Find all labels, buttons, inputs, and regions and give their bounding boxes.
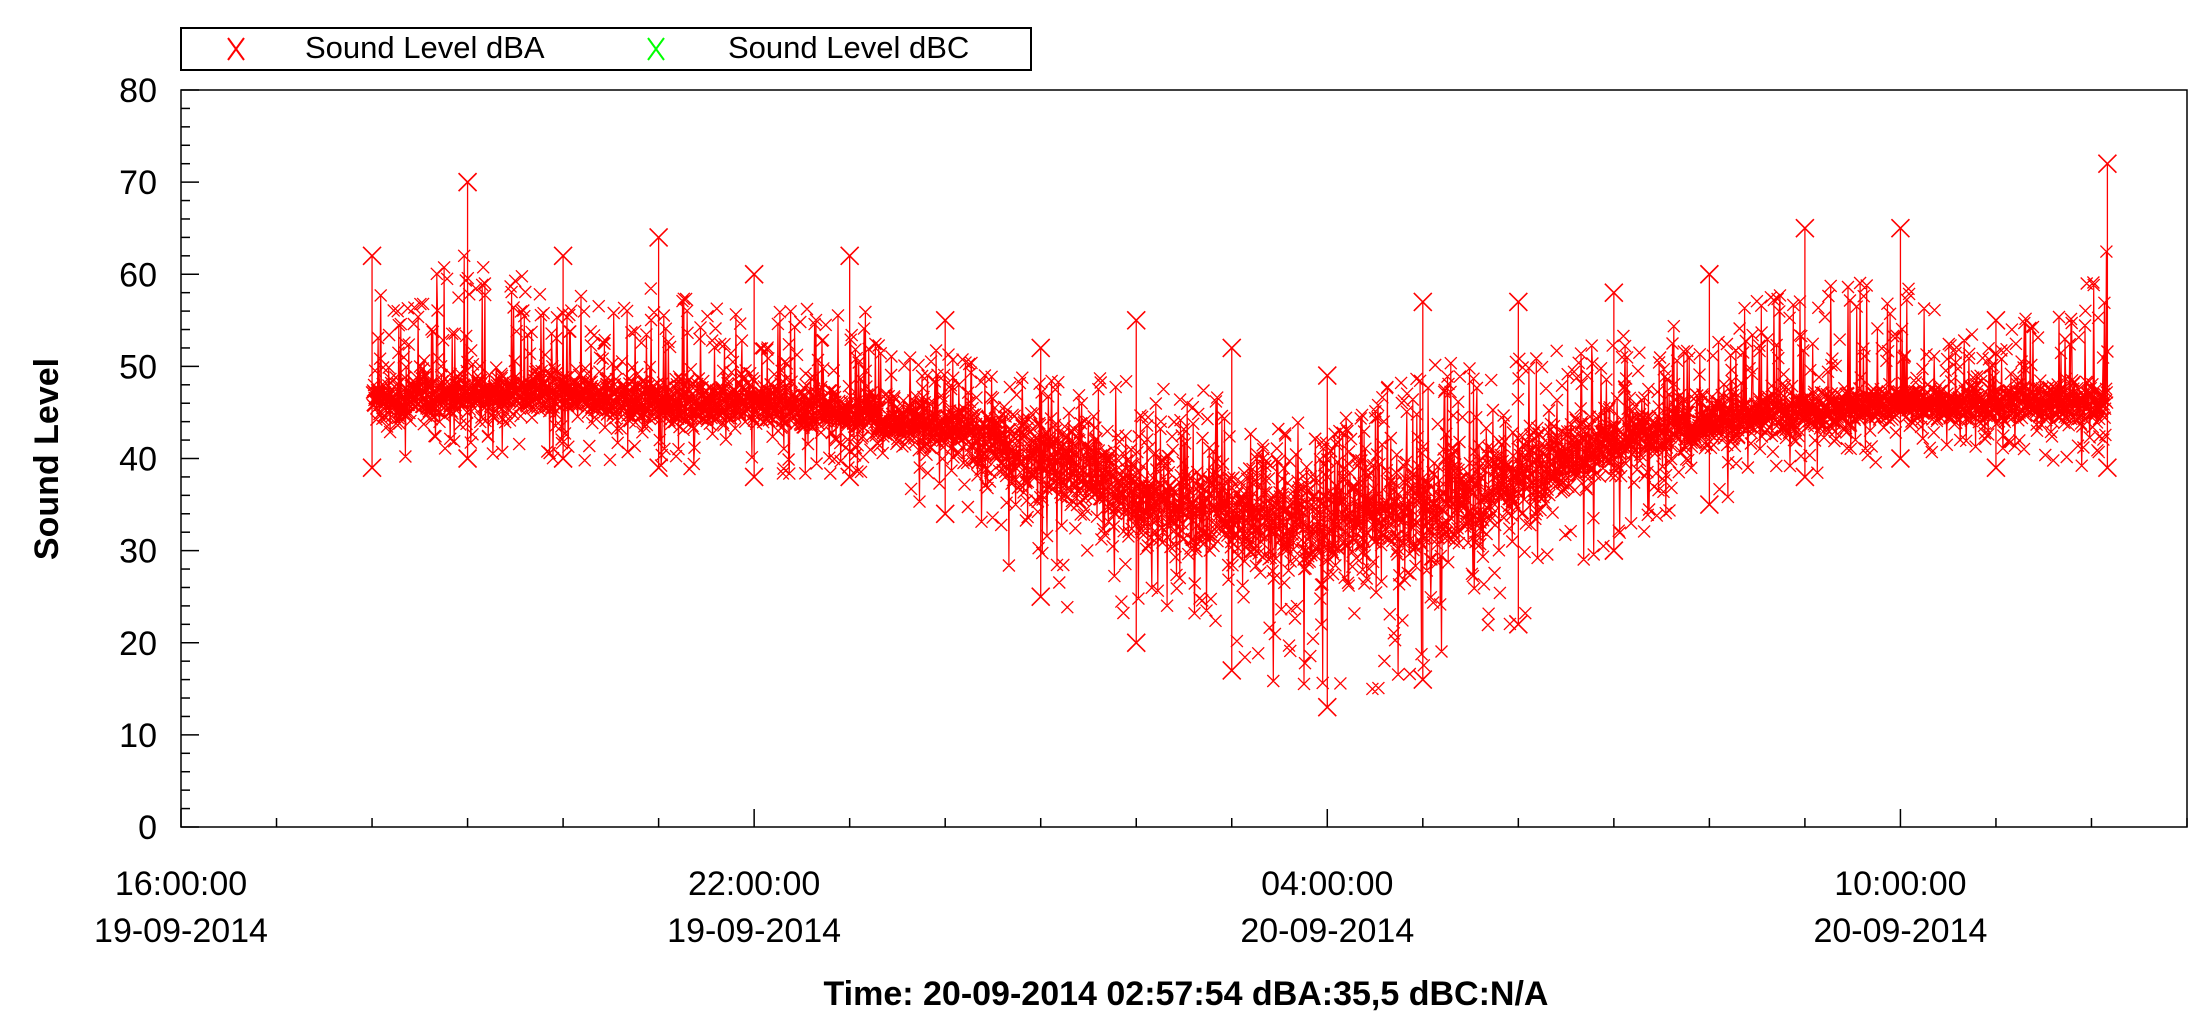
x-tick-label-time: 16:00:00 bbox=[115, 865, 247, 903]
y-tick-label: 80 bbox=[119, 72, 157, 110]
y-tick-label: 0 bbox=[138, 809, 157, 847]
series-dba-trough bbox=[1222, 660, 1242, 680]
x-tick-label-date: 19-09-2014 bbox=[667, 912, 841, 950]
series-dba-marks bbox=[362, 154, 2117, 717]
y-tick-label: 60 bbox=[119, 256, 157, 294]
x-axis-label: Time: 20-09-2014 02:57:54 dBA:35,5 dBC:N… bbox=[824, 975, 1549, 1013]
x-tick-label-time: 10:00:00 bbox=[1834, 865, 1966, 903]
y-tick-label: 70 bbox=[119, 164, 157, 202]
x-tick-label-time: 04:00:00 bbox=[1261, 865, 1393, 903]
y-tick-label: 30 bbox=[119, 533, 157, 571]
legend-label-dbc: Sound Level dBC bbox=[728, 30, 969, 65]
series-dba-trough bbox=[1699, 494, 1719, 515]
x-tick-label-date: 20-09-2014 bbox=[1240, 912, 1414, 950]
x-axis: 16:00:00 19-09-2014 22:00:00 19-09-2014 04:0… bbox=[94, 809, 2188, 950]
y-axis-label: Sound Level bbox=[28, 358, 66, 560]
series-dba-trough bbox=[1031, 587, 1051, 607]
y-tick-label: 40 bbox=[119, 441, 157, 479]
legend-box bbox=[180, 27, 1032, 71]
series-dba-peak bbox=[1317, 366, 1337, 386]
x-tick-label-time: 22:00:00 bbox=[688, 865, 820, 903]
y-tick-label: 50 bbox=[119, 348, 157, 386]
legend-marker-dba bbox=[227, 37, 245, 61]
x-tick-label-date: 20-09-2014 bbox=[1813, 912, 1987, 950]
y-tick-label: 20 bbox=[119, 625, 157, 663]
y-tick-label: 10 bbox=[119, 717, 157, 755]
x-tick-label-date: 19-09-2014 bbox=[94, 912, 268, 950]
legend-label-dba: Sound Level dBA bbox=[305, 30, 545, 65]
legend: Sound Level dBA Sound Level dBC bbox=[180, 27, 1032, 71]
legend-marker-dbc bbox=[647, 37, 665, 61]
y-axis: 0 10 20 30 40 50 60 70 80 bbox=[119, 72, 199, 847]
